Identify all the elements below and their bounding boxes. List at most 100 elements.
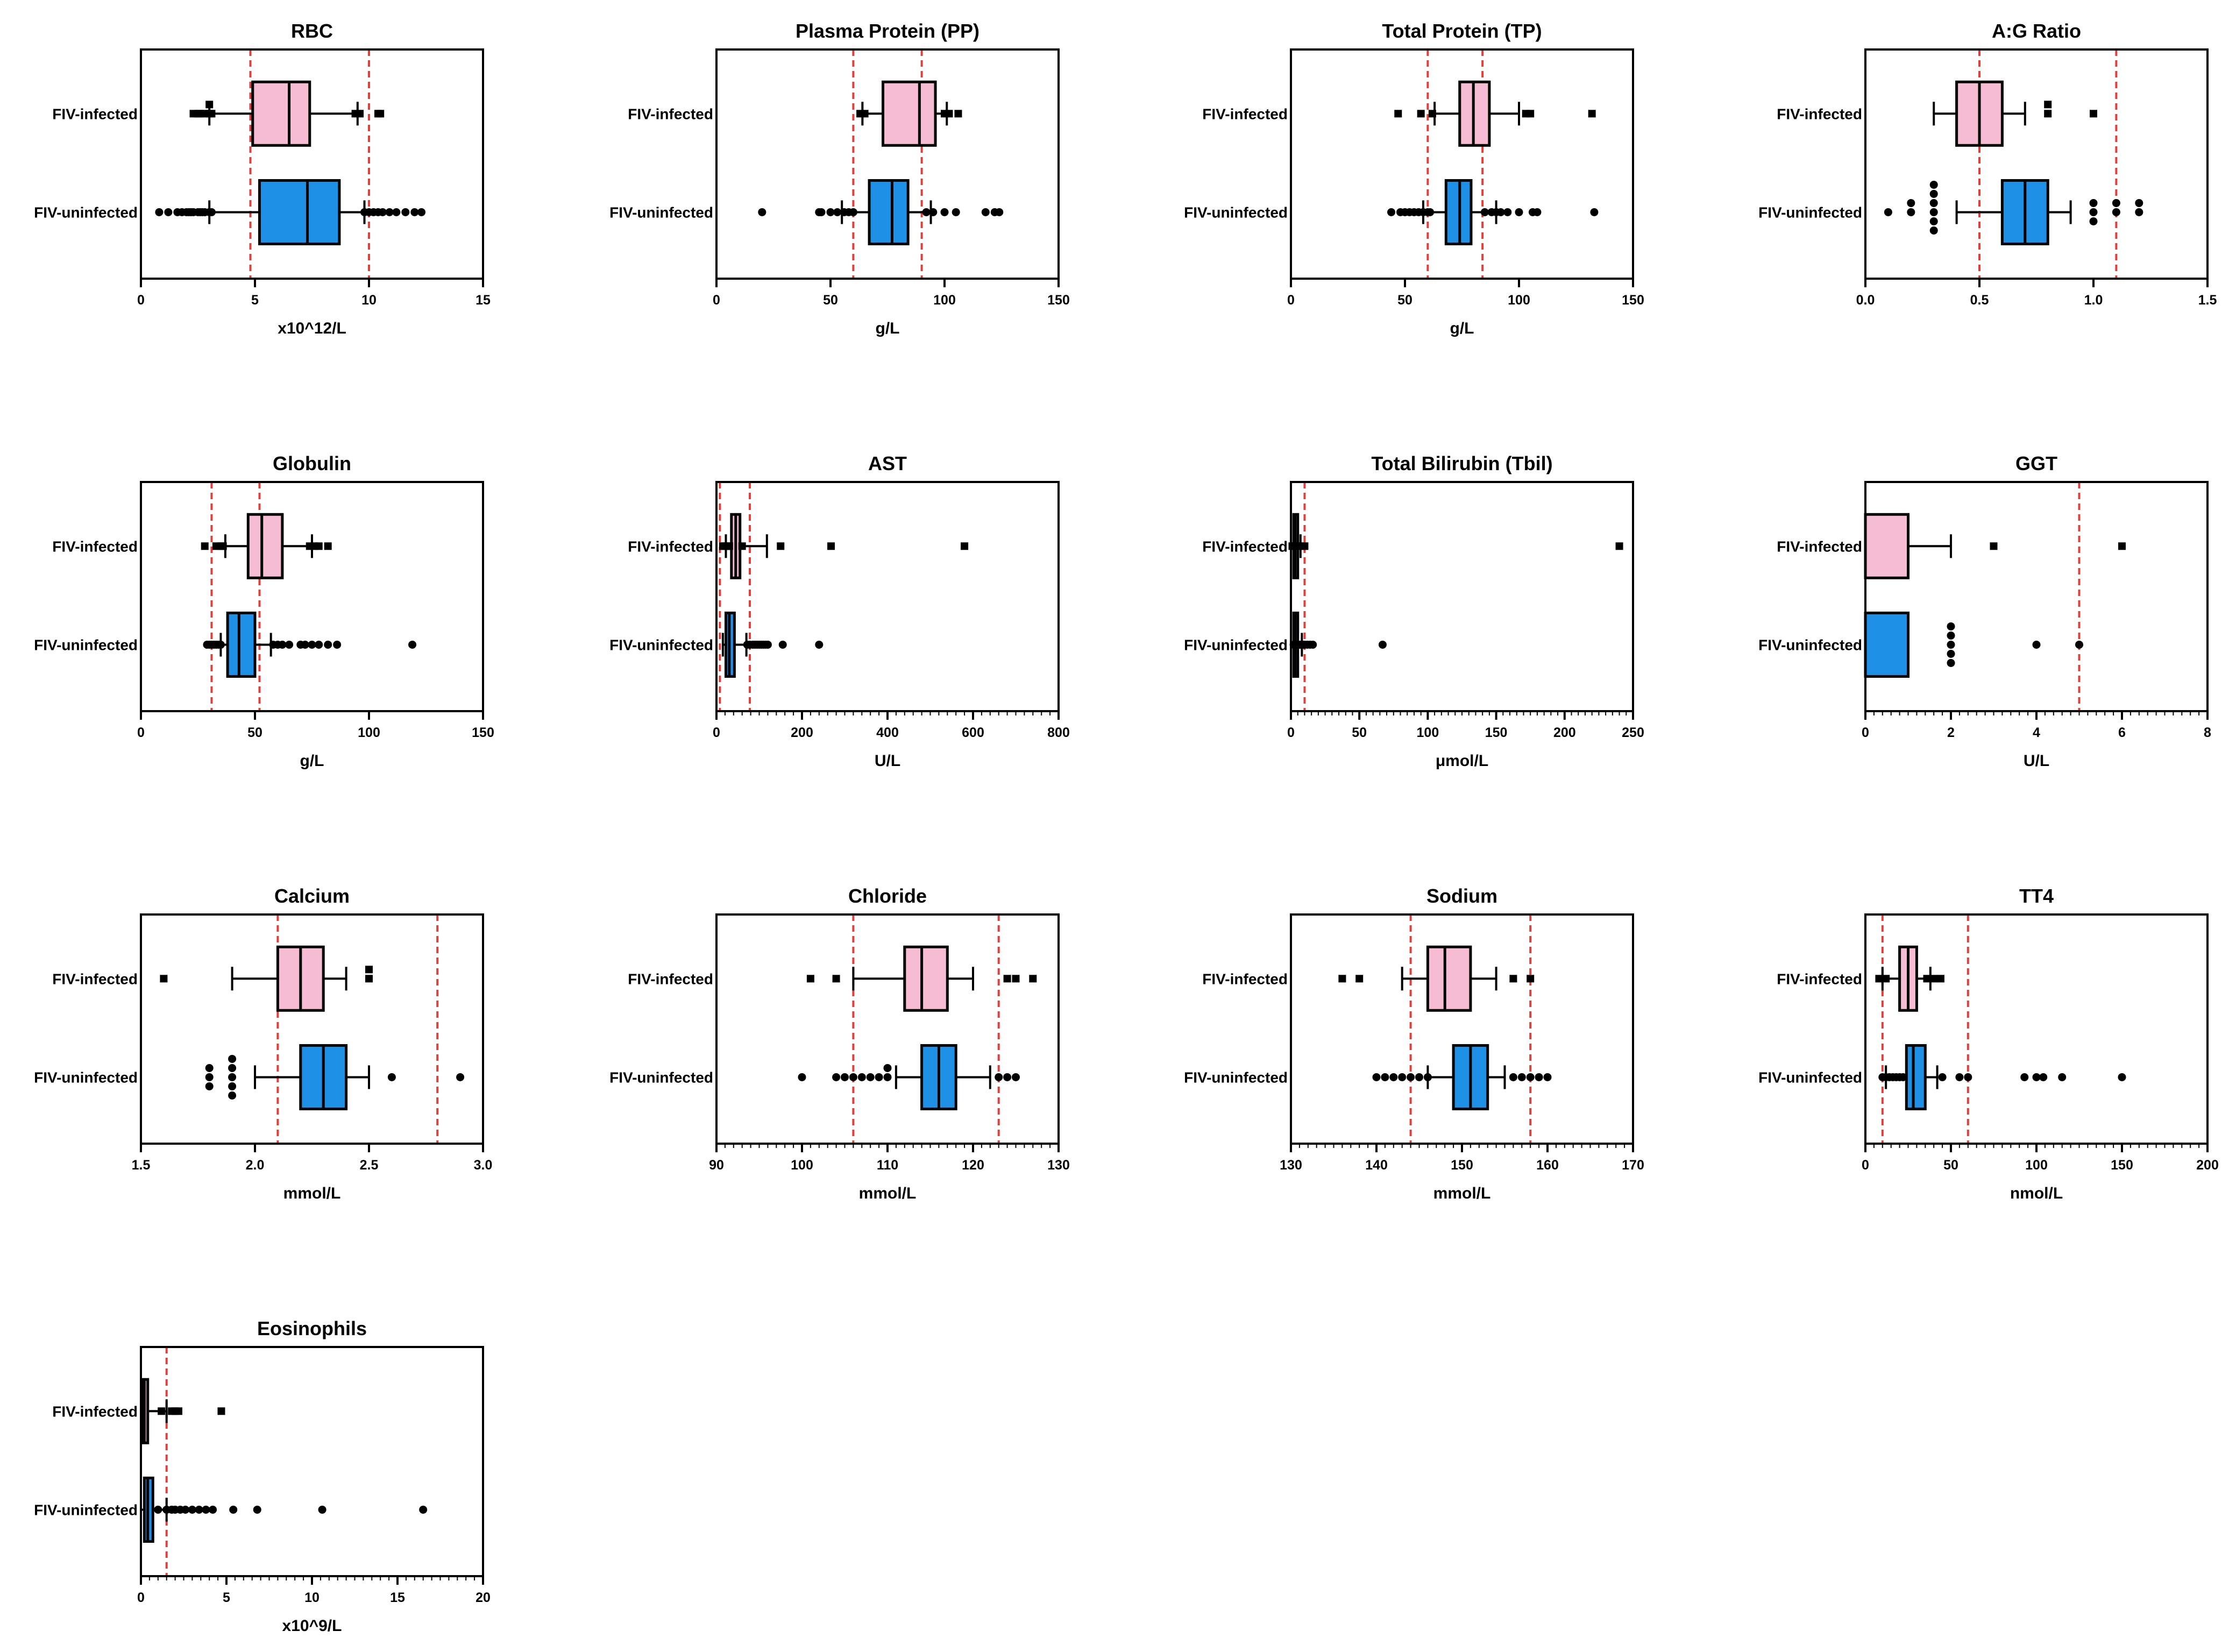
panel-title-total-bilirubin-tbil: Total Bilirubin (Tbil) <box>1371 452 1552 474</box>
outlier-point <box>174 1407 182 1415</box>
tick-label: 50 <box>1352 725 1367 740</box>
outlier-point <box>333 640 342 649</box>
outlier-point <box>1964 1073 1972 1081</box>
outlier-point <box>205 101 214 109</box>
x-axis-label-ggt: U/L <box>2024 752 2049 770</box>
plot-frame <box>715 481 1060 712</box>
category-label-uninfected: FIV-uninfected <box>609 204 713 221</box>
outlier-point <box>401 208 410 216</box>
outlier-point <box>1526 1073 1535 1081</box>
outlier-point <box>883 1073 892 1081</box>
group-infected-sodium: FIV-infected <box>1202 945 1535 1012</box>
outlier-point <box>209 1505 217 1514</box>
tick-label: 50 <box>247 725 262 740</box>
x-axis-label-calcium: mmol/L <box>283 1185 341 1202</box>
outlier-point <box>385 208 394 216</box>
outlier-point <box>205 1082 214 1090</box>
outlier-point <box>929 208 938 216</box>
panel-chloride: Chloride 90 100 110 120 130 mmol/L FIV-infected… <box>609 885 1070 1202</box>
category-label-uninfected: FIV-uninfected <box>1184 1069 1288 1086</box>
tick-label: 150 <box>1047 293 1070 308</box>
panel-title-eosinophils: Eosinophils <box>257 1317 367 1339</box>
outlier-point <box>253 1505 261 1514</box>
outlier-point <box>922 208 931 216</box>
outlier-point <box>849 208 857 216</box>
outlier-point <box>419 1505 428 1514</box>
outlier-point <box>1929 226 1938 235</box>
group-infected-eosinophils: FIV-infected <box>52 1378 225 1444</box>
tick-label: 0 <box>1287 293 1295 308</box>
outlier-point <box>1338 975 1346 983</box>
panel-sodium: Sodium 130 140 150 160 170 mmol/L FIV-infected F… <box>1184 885 1644 1202</box>
plot-frame <box>715 913 1060 1145</box>
outlier-point <box>861 110 869 118</box>
tick-label: 2.5 <box>360 1158 379 1173</box>
outlier-point <box>1947 658 1955 667</box>
outlier-point <box>1394 110 1402 118</box>
category-label-uninfected: FIV-uninfected <box>34 204 138 221</box>
outlier-point <box>1936 975 1944 983</box>
group-infected-ggt: FIV-infected <box>1777 513 2126 579</box>
outlier-point <box>940 208 949 216</box>
category-label-infected: FIV-infected <box>628 970 713 987</box>
tick-label: 0 <box>137 293 145 308</box>
outlier-point <box>1301 542 1309 550</box>
outlier-point <box>387 1073 396 1081</box>
panel-tt4: TT4 0 50 100 150 200 nmol/L FIV-infected FIV-uni… <box>1758 885 2219 1202</box>
plot-frame <box>715 48 1060 280</box>
outlier-point <box>1355 975 1364 983</box>
x-axis-label-rbc: x10^12/L <box>278 320 346 337</box>
tick-label: 200 <box>791 725 813 740</box>
outlier-point <box>205 1073 214 1081</box>
tick-label: 6 <box>2118 725 2126 740</box>
outlier-point <box>315 542 323 550</box>
outlier-point <box>315 640 323 649</box>
outlier-point <box>1929 198 1938 207</box>
outlier-point <box>1480 208 1489 216</box>
outlier-point <box>216 640 225 649</box>
outlier-point <box>1398 1073 1407 1081</box>
tick-label: 5 <box>223 1590 230 1605</box>
tick-label: 100 <box>358 725 380 740</box>
tick-label: 100 <box>1417 725 1439 740</box>
outlier-point <box>883 1063 892 1072</box>
outlier-point <box>832 1073 841 1081</box>
outlier-point <box>866 1073 875 1081</box>
group-uninfected-eosinophils: FIV-uninfected <box>34 1476 428 1543</box>
outlier-point <box>1407 1073 1415 1081</box>
iqr-box <box>226 611 257 678</box>
outlier-point <box>995 1073 1003 1081</box>
group-uninfected-ast: FIV-uninfected <box>609 611 824 678</box>
outlier-point <box>952 208 960 216</box>
outlier-point <box>228 1091 237 1100</box>
tick-label: 160 <box>1536 1158 1559 1173</box>
group-infected-rbc: FIV-infected <box>52 80 385 147</box>
tick-label: 120 <box>962 1158 984 1173</box>
group-infected-ast: FIV-infected <box>628 513 969 579</box>
category-label-uninfected: FIV-uninfected <box>1184 636 1288 653</box>
outlier-point <box>456 1073 465 1081</box>
iqr-box <box>258 179 341 245</box>
category-label-uninfected: FIV-uninfected <box>1758 636 1862 653</box>
tick-label: 2 <box>1947 725 1955 740</box>
tick-label: 150 <box>1451 1158 1473 1173</box>
plot-frame <box>1290 48 1634 280</box>
category-label-uninfected: FIV-uninfected <box>609 1069 713 1086</box>
outlier-point <box>2044 101 2052 109</box>
tick-label: 100 <box>791 1158 813 1173</box>
outlier-point <box>833 208 842 216</box>
panel-title-ast: AST <box>868 452 907 474</box>
outlier-point <box>1938 1073 1947 1081</box>
group-uninfected-total-protein-tp: FIV-uninfected <box>1184 179 1599 245</box>
outlier-point <box>2135 198 2143 207</box>
outlier-point <box>1496 208 1505 216</box>
outlier-point <box>841 1073 849 1081</box>
outlier-point <box>324 542 332 550</box>
group-uninfected-ggt: FIV-uninfected <box>1758 611 2083 678</box>
outlier-point <box>827 542 835 550</box>
panel-eosinophils: Eosinophils 0 5 10 15 20 x10^9/L FIV-infected FI… <box>34 1317 491 1635</box>
outlier-point <box>725 542 733 550</box>
tick-label: 800 <box>1047 725 1070 740</box>
panel-globulin: Globulin 0 50 100 150 g/L FIV-infected FIV-unin… <box>34 452 494 770</box>
